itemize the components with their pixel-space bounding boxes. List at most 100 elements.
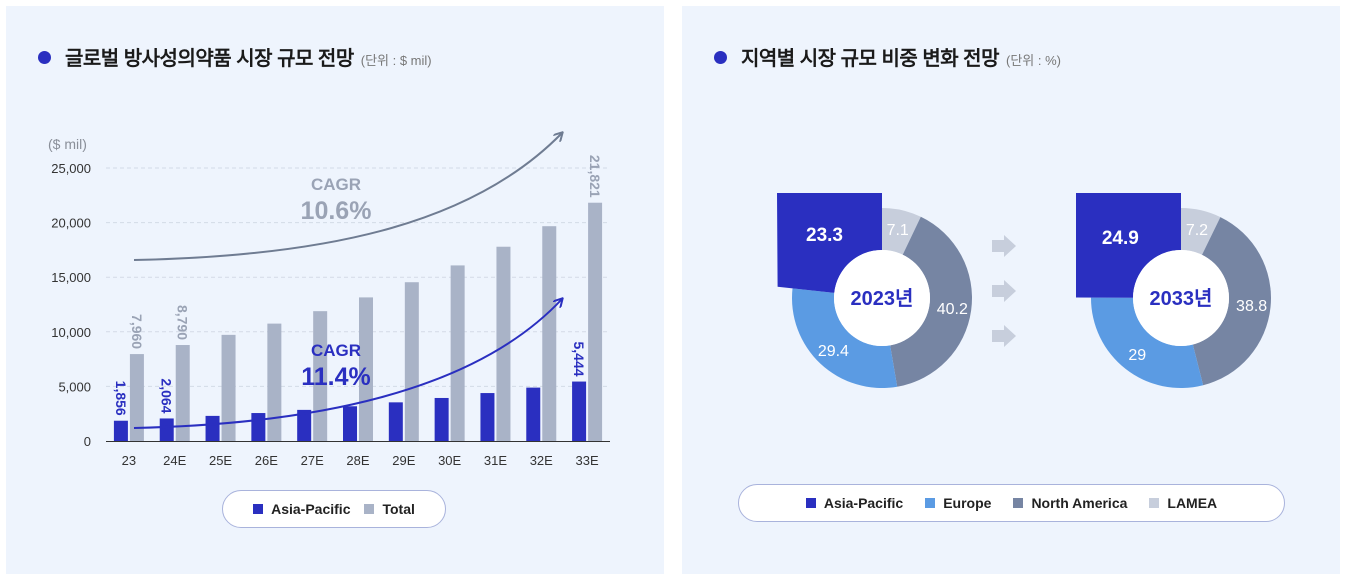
bar-total [542, 226, 557, 441]
regional-share-title-row: 지역별 시장 규모 비중 변화 전망 (단위 : %) [714, 42, 1061, 71]
legend-label-total: Total [382, 501, 415, 517]
bar-total [359, 297, 373, 441]
regional-share-panel: 지역별 시장 규모 비중 변화 전망 (단위 : %) 7.1 40.2 29.4 2… [682, 6, 1340, 574]
bar-legend: Asia-Pacific Total [222, 490, 446, 528]
donut-hole [1133, 250, 1229, 346]
bar-asia-pacific [480, 393, 495, 441]
x-tick-label: 32E [530, 453, 553, 468]
x-tick-label: 33E [576, 453, 599, 468]
cagr-ap-arrow [133, 299, 562, 429]
bar-total [496, 246, 511, 441]
x-tick-label: 25E [209, 453, 232, 468]
x-tick-label: 30E [438, 453, 461, 468]
donut-slice-europe [1091, 297, 1204, 388]
x-tick-label: 31E [484, 453, 507, 468]
regional-share-donut-charts: 7.1 40.2 29.4 23.3 2023년 7.2 38.8 29 24.9 2033년 [777, 193, 1271, 388]
x-tick-label: 26E [255, 453, 278, 468]
donut-legend: Asia-Pacific Europe North America LAMEA [738, 484, 1285, 522]
donut-value-label: 23.3 [806, 225, 843, 246]
data-label-total: 8,790 [175, 305, 191, 340]
bar-asia-pacific [526, 387, 541, 441]
bar-total [404, 282, 419, 441]
cagr-total-value: 10.6% [301, 197, 372, 225]
donut-value-label: 29.4 [818, 343, 849, 360]
data-label-asia-pacific: 2,064 [159, 378, 175, 413]
donut-value-label: 7.2 [1186, 222, 1208, 239]
legend-swatch-total [364, 504, 375, 514]
y-tick-label: 25,000 [51, 161, 91, 176]
y-axis-label: ($ mil) [48, 136, 87, 152]
donut-value-label: 38.8 [1236, 298, 1267, 315]
transition-arrow-icon [992, 280, 1016, 302]
legend-swatch-north-america [1013, 498, 1024, 508]
title-bullet-icon [714, 51, 727, 64]
bar-asia-pacific [297, 409, 312, 441]
legend-item-lamea: LAMEA [1149, 495, 1217, 511]
bar-asia-pacific [205, 415, 220, 441]
legend-item-total: Total [364, 501, 415, 517]
legend-swatch-lamea [1149, 498, 1160, 508]
legend-item-asia-pacific: Asia-Pacific [253, 501, 350, 517]
market-size-bar-chart: ($ mil) 0 5,000 10,000 15,000 20,000 25,000 23 1… [48, 6, 610, 468]
regional-share-unit: (단위 : %) [1005, 53, 1061, 68]
legend-swatch-asia-pacific [253, 504, 264, 514]
transition-arrow-icon [992, 235, 1016, 257]
cagr-total-label: CAGR [311, 175, 361, 194]
legend-item-north-america: North America [1013, 495, 1127, 511]
donut-slice-asia-pacific [1076, 193, 1181, 298]
cagr-ap-value: 11.4% [301, 363, 371, 391]
legend-swatch-europe [925, 498, 936, 508]
donut-slice-lamea [882, 208, 921, 255]
bar-total [129, 354, 144, 441]
donut-hole [834, 250, 930, 346]
bar-total [175, 345, 190, 441]
x-tick-label: 23 [122, 453, 136, 468]
donut-slice-lamea [1181, 208, 1221, 255]
transition-arrow-icon [992, 325, 1016, 347]
donut-value-label: 7.1 [887, 222, 909, 239]
bar-total [267, 323, 282, 441]
title-bullet-icon [38, 51, 51, 64]
donut-value-label: 40.2 [937, 301, 968, 318]
data-label-asia-pacific: 5,444 [571, 342, 587, 377]
bar-asia-pacific [251, 413, 266, 441]
y-tick-label: 20,000 [51, 216, 91, 231]
donut-year-label: 2023년 [851, 287, 914, 310]
legend-label-lamea: LAMEA [1167, 495, 1218, 511]
legend-label-north-america: North America [1031, 495, 1128, 511]
bar-asia-pacific [572, 381, 587, 441]
bar-total [313, 311, 328, 441]
bar-asia-pacific [434, 397, 449, 441]
y-tick-label: 5,000 [58, 379, 91, 394]
legend-item-europe: Europe [925, 495, 991, 511]
data-label-total: 21,821 [587, 155, 603, 198]
y-tick-label: 0 [84, 434, 91, 449]
y-tick-label: 10,000 [51, 325, 91, 340]
data-label-total: 7,960 [129, 314, 145, 349]
legend-item-asia-pacific: Asia-Pacific [805, 495, 904, 511]
bar-asia-pacific [159, 418, 174, 441]
donut-value-label: 29 [1128, 347, 1146, 364]
market-size-unit: (단위 : $ mil) [360, 53, 432, 68]
market-size-panel: 글로벌 방사성의약품 시장 규모 전망 (단위 : $ mil) ($ mil)… [6, 6, 664, 574]
bar-total [221, 334, 236, 441]
cagr-total-arrow [133, 133, 562, 261]
donut-year-label: 2033년 [1150, 287, 1213, 310]
legend-label-asia-pacific: Asia-Pacific [823, 495, 904, 511]
regional-share-title: 지역별 시장 규모 비중 변화 전망 [741, 48, 999, 70]
cagr-ap-label: CAGR [311, 341, 361, 360]
bar-asia-pacific [343, 406, 357, 441]
bar-total [588, 202, 603, 441]
data-label-asia-pacific: 1,856 [113, 381, 129, 416]
market-size-title-row: 글로벌 방사성의약품 시장 규모 전망 (단위 : $ mil) [38, 42, 432, 71]
x-tick-label: 29E [392, 453, 415, 468]
legend-label-asia-pacific: Asia-Pacific [271, 501, 351, 517]
bar-asia-pacific [388, 402, 403, 441]
donut-slice-europe [792, 288, 898, 388]
donut-slice-north-america [890, 216, 972, 387]
donut-value-label: 24.9 [1102, 228, 1139, 249]
legend-label-europe: Europe [943, 495, 992, 511]
x-tick-label: 28E [346, 453, 369, 468]
x-tick-label: 27E [301, 453, 324, 468]
bar-total [450, 265, 465, 441]
